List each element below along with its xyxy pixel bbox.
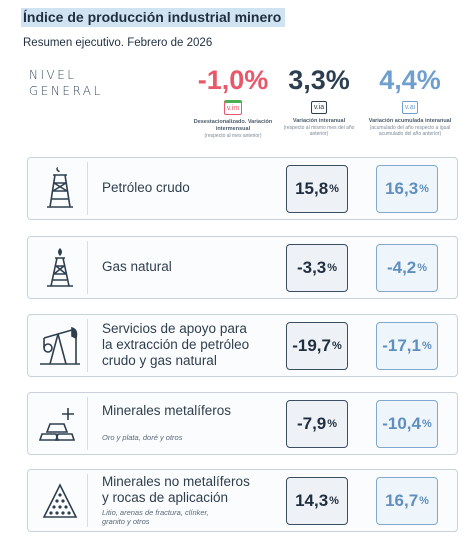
kpi-intermensual-note: (respecto al mes anterior) — [204, 133, 262, 139]
kpi-acumulada-caption: Variación acumulada interanual — [368, 118, 452, 124]
interanual-value-box: -7,9% — [286, 400, 348, 448]
interanual-value-box: 15,8% — [286, 165, 348, 213]
row-servicios-apoyo: Servicios de apoyo para la extracción de… — [27, 314, 458, 377]
kpi-interanual-caption: Variación interanual — [292, 118, 346, 124]
kpi-acumulada: 4,4% v.ai Variación acumulada interanual… — [362, 64, 458, 137]
kpi-intermensual: -1,0% v.im Desestacionalizado. Variación… — [188, 64, 278, 139]
gas-flare-icon — [32, 241, 88, 294]
row-label: Minerales no metalíferos y rocas de apli… — [102, 474, 250, 505]
pumpjack-icon — [32, 319, 88, 372]
row-label: Petróleo crudo — [102, 180, 190, 195]
kpi-acumulada-value: 4,4% — [379, 65, 441, 95]
nivel-general-label: NIVEL GENERAL — [29, 68, 103, 98]
rock-pile-icon — [32, 474, 88, 527]
oil-derrick-icon — [32, 162, 88, 215]
interanual-value-box: -19,7% — [286, 322, 348, 370]
row-sublabel: Litio, arenas de fractura, clínker, gran… — [102, 508, 209, 526]
row-label: Servicios de apoyo para la extracción de… — [102, 321, 250, 368]
acumulada-value-box: -4,2% — [376, 244, 438, 292]
kpi-intermensual-badge: v.im — [223, 100, 243, 115]
interanual-value-box: 14,3% — [286, 477, 348, 525]
acumulada-value-box: 16,3% — [376, 165, 438, 213]
page-subtitle: Resumen ejecutivo. Febrero de 2026 — [23, 37, 213, 49]
acumulada-value-box: -10,4% — [376, 400, 438, 448]
row-label: Minerales metalíferos — [102, 403, 232, 418]
row-sublabel: Oro y plata, doré y otros — [102, 433, 183, 442]
kpi-intermensual-caption: Desestacionalizado. Variación intermensu… — [193, 119, 273, 132]
kpi-acumulada-note: (acumulado del año respecto a igual acum… — [369, 125, 451, 137]
row-petroleo-crudo: Petróleo crudo 15,8% 16,3% — [27, 157, 458, 220]
page-title: Índice de producción industrial minero — [21, 8, 286, 27]
row-gas-natural: Gas natural -3,3% -4,2% — [27, 236, 458, 299]
kpi-interanual-badge: v.ia — [310, 101, 328, 114]
kpi-interanual-note: (respecto al mismo mes del año anterior) — [283, 125, 355, 137]
kpi-intermensual-value: -1,0% — [197, 65, 269, 95]
interanual-value-box: -3,3% — [286, 244, 348, 292]
row-label: Gas natural — [102, 259, 172, 274]
row-minerales-no-metaliferos: Minerales no metalíferos y rocas de apli… — [27, 469, 458, 532]
kpi-interanual-value: 3,3% — [288, 65, 350, 95]
acumulada-value-box: -17,1% — [376, 322, 438, 370]
acumulada-value-box: 16,7% — [376, 477, 438, 525]
row-minerales-metaliferos: Minerales metalíferos Oro y plata, doré … — [27, 392, 458, 455]
gold-bars-icon — [32, 397, 88, 450]
kpi-acumulada-badge: v.ai — [401, 101, 419, 114]
kpi-interanual: 3,3% v.ia Variación interanual (respecto… — [282, 64, 356, 137]
